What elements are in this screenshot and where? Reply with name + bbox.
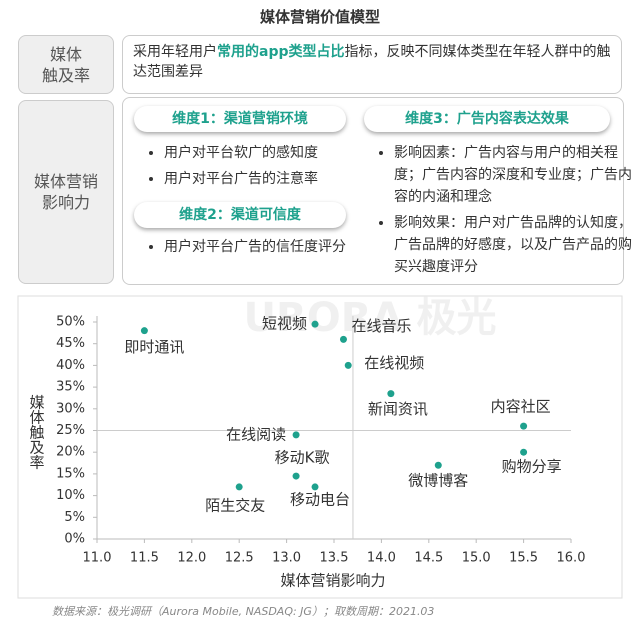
item: 影响因素：广告内容与用户的相关程度；广告内容的深度和专业度；广告内容的内涵和理念 [394,142,636,208]
point [235,483,243,491]
reach-label: 媒体 触及率 [18,35,114,94]
x-tick-label: 11.0 [83,551,112,566]
dimension-list: 用户对平台软广的感知度 用户对平台广告的注意率 [140,142,374,194]
label-line: 媒体营销 [33,172,98,191]
reach-desc: 采用年轻用户常用的app类型占比指标，反映不同媒体类型在年轻人群中的触达范围差异 [122,35,622,94]
item: 用户对平台广告的信任度评分 [164,236,370,258]
point [292,472,300,480]
point-label: 移动K歌 [275,449,330,467]
point [140,327,148,335]
y-tick-label: 20% [56,445,85,460]
x-tick-label: 15.0 [462,551,491,566]
x-tick-label: 12.0 [177,551,206,566]
y-tick-label: 15% [56,466,85,481]
x-tick-label: 14.0 [367,551,396,566]
x-tick-label: 14.5 [414,551,443,566]
dimension-list: 用户对平台广告的信任度评分 [140,236,370,262]
highlight: 常用的app类型占比 [217,44,345,60]
point-label: 移动电台 [290,490,350,508]
chart-frame [17,295,623,599]
dimension-title: 维度2：渠道可信度 [134,202,346,228]
dimension-list: 影响因素：广告内容与用户的相关程度；广告内容的深度和专业度；广告内容的内涵和理念… [370,142,636,282]
point [434,461,442,469]
y-tick-label: 10% [56,488,85,503]
label-line: 影响力 [41,193,90,212]
y-tick-label: 50% [56,315,85,330]
dimension-title: 维度1：渠道营销环境 [134,106,346,132]
label-line: 触及率 [41,65,90,85]
point-label: 新闻资讯 [368,400,428,418]
point-label: 内容社区 [491,398,551,416]
item: 用户对平台广告的注意率 [164,168,374,190]
point-label: 在线音乐 [351,317,411,335]
point-label: 在线视频 [364,354,424,372]
x-tick-label: 16.0 [557,551,586,566]
item: 影响效果：用户对广告品牌的认知度，广告品牌的好感度，以及广告产品的购买兴趣度评分 [394,212,636,278]
x-tick-label: 12.5 [225,551,254,566]
point-label: 短视频 [262,315,307,333]
x-tick-label: 13.5 [320,551,349,566]
point-label: 购物分享 [502,458,562,476]
point [344,361,352,369]
y-tick-label: 30% [56,401,85,416]
dimension-title: 维度3：广告内容表达效果 [364,106,610,132]
influence-label: 媒体营销 影响力 [18,100,114,284]
title: 媒体营销价值模型 [259,8,380,26]
text: 采用年轻用户 [133,44,217,60]
text: 指标，反映不同媒体类型在年轻人群中的触达范围差异 [133,44,611,80]
point [339,335,347,343]
point [520,448,528,456]
x-axis-title: 媒体营销影响力 [280,572,385,590]
source: 数据来源：极光调研（Aurora Mobile, NASDAQ: JG）；取数周… [52,605,435,618]
x-tick-label: 11.5 [130,551,159,566]
y-tick-label: 40% [56,358,85,373]
y-tick-label: 5% [64,510,85,525]
y-tick-label: 45% [56,336,85,351]
x-tick-label: 15.5 [509,551,538,566]
point [311,483,319,491]
y-tick-label: 35% [56,380,85,395]
y-tick-label: 25% [56,423,85,438]
x-tick-label: 13.0 [272,551,301,566]
watermark: URORA 极光 [244,295,497,341]
point [311,320,319,328]
point [387,390,395,398]
y-axis-title: 媒体触及率 [28,395,46,470]
item: 用户对平台软广的感知度 [164,142,374,164]
label-line: 媒体 [49,44,82,64]
point-label: 陌生交友 [205,496,265,514]
point [292,431,300,439]
y-tick-label: 0% [64,532,85,547]
point-label: 即时通讯 [124,338,184,356]
point-label: 在线阅读 [226,425,286,443]
point [520,422,528,430]
point-label: 微博博客 [408,472,468,490]
